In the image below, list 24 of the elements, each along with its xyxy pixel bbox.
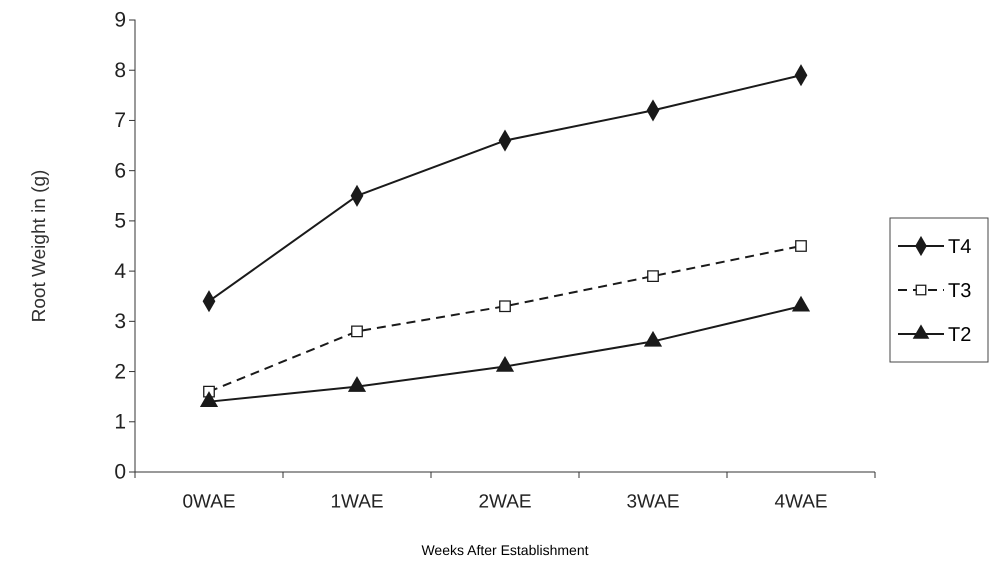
legend-label: T2	[948, 324, 972, 346]
x-tick-label: 1WAE	[330, 491, 384, 512]
y-tick-label: 1	[114, 410, 126, 434]
point	[647, 270, 659, 282]
legend-label: T4	[948, 236, 972, 258]
y-tick-label: 0	[114, 460, 126, 484]
point	[351, 325, 363, 338]
x-tick-label: 0WAE	[182, 491, 236, 512]
y-tick-label: 5	[114, 210, 126, 233]
y-axis-title: Root Weight in (g)	[29, 170, 50, 322]
x-tick-label: 4WAE	[774, 491, 828, 512]
y-tick-label: 2	[114, 360, 126, 384]
y-tick-label: 8	[114, 58, 126, 82]
y-tick-label: 4	[114, 260, 126, 283]
y-tick-label: 3	[114, 310, 126, 334]
point	[795, 240, 807, 252]
y-tick-label: 6	[114, 159, 126, 182]
x-tick-label: 2WAE	[478, 491, 532, 512]
legend-label: T3	[948, 280, 972, 302]
x-axis-title: Weeks After Establishment	[421, 542, 589, 558]
y-tick-label: 7	[114, 109, 126, 132]
x-tick-label: 3WAE	[626, 491, 680, 512]
point	[499, 300, 511, 312]
y-tick-label: 9	[114, 8, 126, 32]
